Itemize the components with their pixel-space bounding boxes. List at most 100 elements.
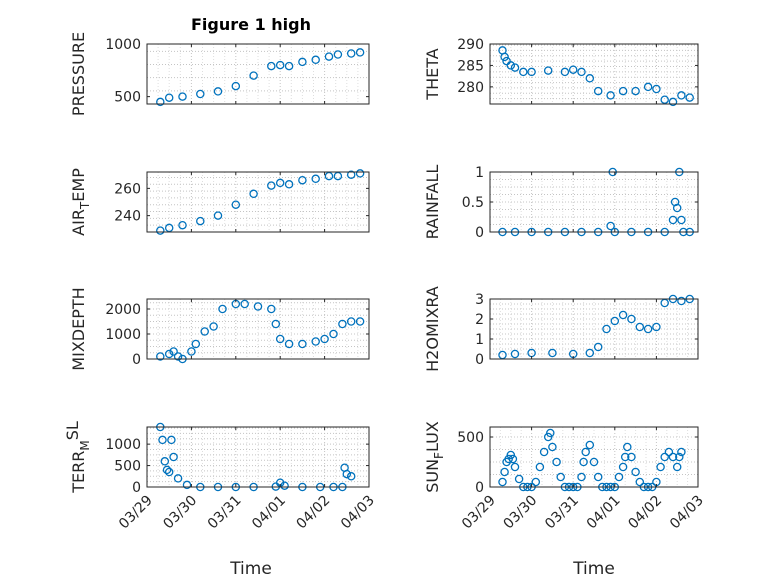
data-point — [677, 91, 686, 100]
data-point — [284, 339, 294, 349]
subplot-mixdepth: 0 1000 2000 MIXDEPTH — [69, 287, 370, 371]
y-tick-label: 0 — [475, 352, 484, 368]
data-point — [156, 226, 165, 235]
data-point — [164, 467, 174, 477]
axes-box — [146, 43, 370, 105]
data-point — [275, 334, 285, 344]
subplot-h2omixra: 0 1 2 3 H2OMIXRA — [423, 286, 699, 372]
data-point — [675, 452, 684, 462]
data-point — [182, 480, 192, 490]
data-point — [664, 447, 674, 457]
data-point — [504, 454, 513, 464]
data-point — [579, 457, 588, 467]
data-point — [164, 93, 174, 102]
data-point — [543, 432, 553, 442]
data-point — [271, 319, 281, 329]
data-point — [631, 467, 640, 477]
data-point — [672, 462, 682, 472]
data-point — [602, 324, 611, 334]
y-axis-label-part: H2OMIXRA — [423, 286, 442, 372]
subplot-air-temp: 240 260 AIRTEMP — [69, 168, 370, 236]
data-point — [552, 457, 561, 467]
data-point — [677, 447, 686, 457]
subplot-rainfall: 0 0.5 1 RAINFALL — [423, 165, 699, 241]
data-point — [643, 324, 653, 334]
data-point — [606, 91, 615, 100]
series-markers — [498, 46, 694, 107]
data-point — [320, 334, 329, 344]
data-point — [510, 349, 520, 359]
figure-title: Figure 1 high — [191, 15, 311, 34]
y-axis-label-part: RAINFALL — [423, 165, 442, 240]
data-point — [284, 61, 294, 71]
grid-lines — [147, 44, 369, 104]
x-tick-label: 04/03 — [667, 493, 707, 533]
y-axis-label: AIRTEMP — [69, 168, 92, 236]
data-point — [169, 452, 178, 462]
data-point — [527, 67, 536, 77]
data-point — [652, 322, 661, 332]
y-axis-label-part: MIXDEPTH — [69, 287, 88, 370]
data-point — [519, 67, 528, 77]
y-axis-label: SUNFLUX — [423, 421, 446, 493]
y-axis-label-part: SUN — [423, 459, 442, 493]
x-tick-label: 03/30 — [160, 493, 200, 533]
y-axis-label-part: EMP — [69, 168, 88, 202]
data-point — [298, 339, 307, 349]
data-point — [677, 296, 686, 306]
data-point — [548, 442, 557, 452]
data-point — [187, 347, 196, 356]
y-axis-label: H2OMIXRA — [423, 286, 442, 372]
axes-box — [489, 43, 699, 105]
y-axis-label: TERRMSL — [63, 421, 92, 494]
data-point — [329, 329, 338, 339]
data-point — [324, 52, 334, 61]
data-point — [535, 462, 545, 472]
x-tick-label: 03/31 — [205, 493, 245, 533]
data-point — [346, 49, 356, 58]
data-point — [178, 92, 187, 101]
x-tick-label: 03/29 — [116, 493, 156, 533]
data-point — [167, 435, 176, 445]
data-point — [253, 302, 263, 311]
data-point — [589, 457, 599, 467]
data-point — [585, 348, 595, 358]
data-point — [635, 477, 645, 487]
x-axis-label-right: Time — [572, 559, 615, 579]
y-tick-label: 3 — [475, 292, 484, 308]
data-point — [342, 469, 352, 479]
data-point — [668, 452, 678, 462]
data-point — [169, 347, 178, 356]
data-point — [618, 86, 628, 96]
y-axis-label-part: TERR — [69, 451, 88, 494]
data-point — [620, 452, 630, 462]
subplot-pressure: 500 1000 PRESSURE — [69, 32, 370, 116]
data-point — [275, 60, 285, 70]
data-point — [614, 472, 624, 482]
x-axis-label-left: Time — [229, 559, 272, 579]
data-point — [643, 82, 653, 92]
data-point — [213, 87, 223, 96]
data-point — [546, 428, 555, 438]
data-point — [568, 65, 578, 74]
data-point — [500, 52, 509, 62]
y-tick-label: 280 — [457, 80, 484, 96]
data-point — [631, 86, 640, 96]
data-point — [677, 215, 686, 225]
data-point — [298, 57, 307, 67]
x-tick-label: 04/01 — [249, 493, 289, 533]
data-point — [543, 66, 553, 75]
data-point — [284, 180, 294, 189]
data-point — [191, 339, 201, 349]
data-point — [196, 216, 205, 226]
data-point — [218, 304, 227, 314]
data-point — [196, 89, 205, 99]
data-point — [577, 472, 586, 482]
y-tick-label: 500 — [114, 90, 141, 106]
data-point — [158, 435, 167, 445]
data-point — [333, 50, 343, 59]
y-axis-label-part: PRESSURE — [69, 32, 88, 116]
data-point — [500, 467, 509, 477]
data-point — [660, 452, 669, 462]
data-point — [213, 211, 223, 220]
